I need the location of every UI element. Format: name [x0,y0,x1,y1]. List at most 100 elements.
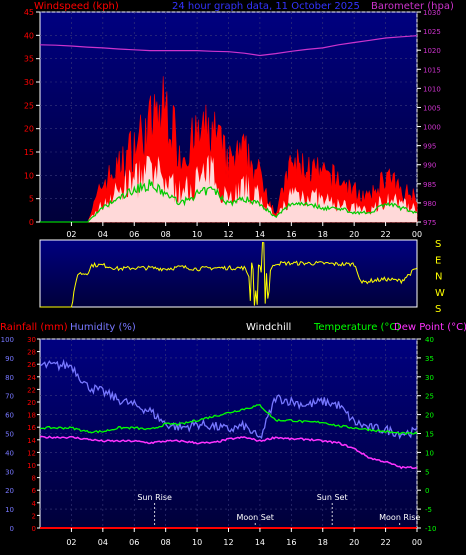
wind-y-tick-label: 10 [24,171,34,180]
windspeed-axis-label: Windspeed (kph) [34,1,119,12]
humidity-y-tick-label: 80 [5,374,14,382]
humidity-y-tick-label: 0 [10,525,14,533]
annotation-label: Sun Set [317,493,348,502]
rain-y-tick-label: 2 [32,512,36,520]
barometer-line [39,35,418,57]
wind-x-tick-label: 00 [412,230,422,239]
weather-x-tick-label: 16 [286,538,296,547]
temperature-y-tick-label: 30 [425,374,434,382]
rain-y-tick-label: 16 [27,424,36,432]
humidity-y-axis: 0 10 20 30 40 50 60 70 80 90 100 [1,336,14,533]
weather-x-tick-label: 00 [412,538,422,547]
rain-y-tick-label: 8 [32,475,36,483]
astronomy-annotations: Sun Rise Moon Set Sun Set Moon Rise [137,493,420,528]
wind-y-tick-label: 0 [29,218,34,227]
temperature-line [39,403,418,436]
temperature-y-tick-label: 15 [425,431,434,439]
rainfall-axis-label: Rainfall (mm) [0,322,68,333]
barometer-y-tick-label: 995 [423,143,436,151]
humidity-y-tick-label: 30 [5,468,14,476]
rain-y-tick-label: 12 [27,449,36,457]
rain-y-tick-label: 30 [27,336,36,344]
wind-x-tick-label: 14 [255,230,265,239]
barometer-y-tick-label: 990 [423,162,436,170]
direction-series [40,241,418,308]
rain-y-tick-label: 6 [32,487,37,495]
temperature-y-tick-label: 10 [425,449,434,457]
dewpoint-line [39,435,417,470]
annotation-label: Moon Set [236,513,273,522]
temperature-y-tick-label: 40 [425,336,434,344]
rain-y-tick-label: 18 [27,412,36,420]
rain-y-tick-label: 14 [27,437,36,445]
direction-y-tick-label: E [435,255,441,266]
wind-y-tick-label: 5 [29,195,34,204]
rain-y-tick-label: 4 [32,500,37,508]
rain-y-tick-label: 10 [27,462,36,470]
wind-x-tick-label: 12 [223,230,233,239]
average-wind-line [40,179,418,223]
wind-x-tick-label: 04 [98,230,108,239]
temperature-y-tick-label: 0 [425,487,429,495]
humidity-y-tick-label: 60 [5,412,14,420]
temperature-y-tick-label: -10 [425,525,436,533]
temperature-y-tick-label: 35 [425,355,434,363]
temperature-axis-label: Temperature (°C) [313,322,400,333]
humidity-y-tick-label: 40 [5,449,14,457]
weather-x-tick-label: 04 [98,538,108,547]
temperature-y-tick-label: 25 [425,393,434,401]
weather-x-tick-label: 12 [223,538,233,547]
barometer-y-tick-label: 1025 [423,28,441,36]
barometer-y-tick-label: 1010 [423,85,441,93]
wind-y-axis: 0 5 10 15 20 25 30 35 40 45 [24,8,40,227]
wind-series [39,35,418,223]
rain-y-tick-label: 24 [27,374,36,382]
rain-y-tick-label: 20 [27,399,36,407]
weather-x-tick-label: 08 [161,538,171,547]
temperature-y-axis: -10 -5 0 5 10 15 20 25 30 35 40 [417,336,436,533]
temperature-y-tick-label: 5 [425,468,429,476]
wind-x-tick-label: 08 [161,230,171,239]
weather-grid [40,338,418,529]
direction-y-tick-label: S [435,304,441,315]
wind-y-tick-label: 30 [24,78,34,87]
humidity-y-tick-label: 50 [5,431,14,439]
wind-y-tick-label: 35 [24,55,34,64]
wind-x-tick-label: 10 [192,230,202,239]
wind-x-axis: 02 04 06 08 10 12 14 16 18 20 22 00 [66,222,422,239]
barometer-y-tick-label: 985 [423,181,436,189]
wind-x-tick-label: 22 [380,230,390,239]
wind-x-tick-label: 16 [286,230,296,239]
wind-y-tick-label: 15 [24,148,34,157]
wind-y-tick-label: 20 [24,125,34,134]
weather-x-tick-label: 10 [192,538,202,547]
rain-y-tick-label: 28 [27,349,36,357]
barometer-y-tick-label: 1030 [423,9,441,17]
wind-y-tick-label: 40 [24,31,34,40]
wind-x-tick-label: 20 [349,230,359,239]
annotation-label: Moon Rise [379,513,420,522]
wind-x-tick-label: 06 [129,230,139,239]
barometer-y-tick-label: 1000 [423,124,441,132]
barometer-y-tick-label: 1005 [423,104,441,112]
humidity-y-tick-label: 90 [5,355,14,363]
barometer-y-tick-label: 980 [423,200,436,208]
rain-y-tick-label: 0 [32,525,36,533]
temperature-y-tick-label: -5 [425,506,432,514]
barometer-axis-label: Barometer (hpa) [371,1,454,12]
weather-x-axis: 02 04 06 08 10 12 14 16 18 20 22 00 [66,528,422,547]
barometer-y-axis: 975 980 985 990 995 1000 1005 1010 1015 1020 1025 1… [417,9,441,227]
weather-x-tick-label: 06 [129,538,139,547]
wind-y-tick-label: 45 [24,8,34,17]
barometer-y-tick-label: 1015 [423,66,441,74]
humidity-y-tick-label: 10 [5,506,14,514]
weather-x-tick-label: 18 [318,538,328,547]
humidity-y-tick-label: 20 [5,487,14,495]
annotation-label: Sun Rise [137,493,172,502]
barometer-y-tick-label: 975 [423,219,436,227]
rain-y-tick-label: 22 [27,386,36,394]
